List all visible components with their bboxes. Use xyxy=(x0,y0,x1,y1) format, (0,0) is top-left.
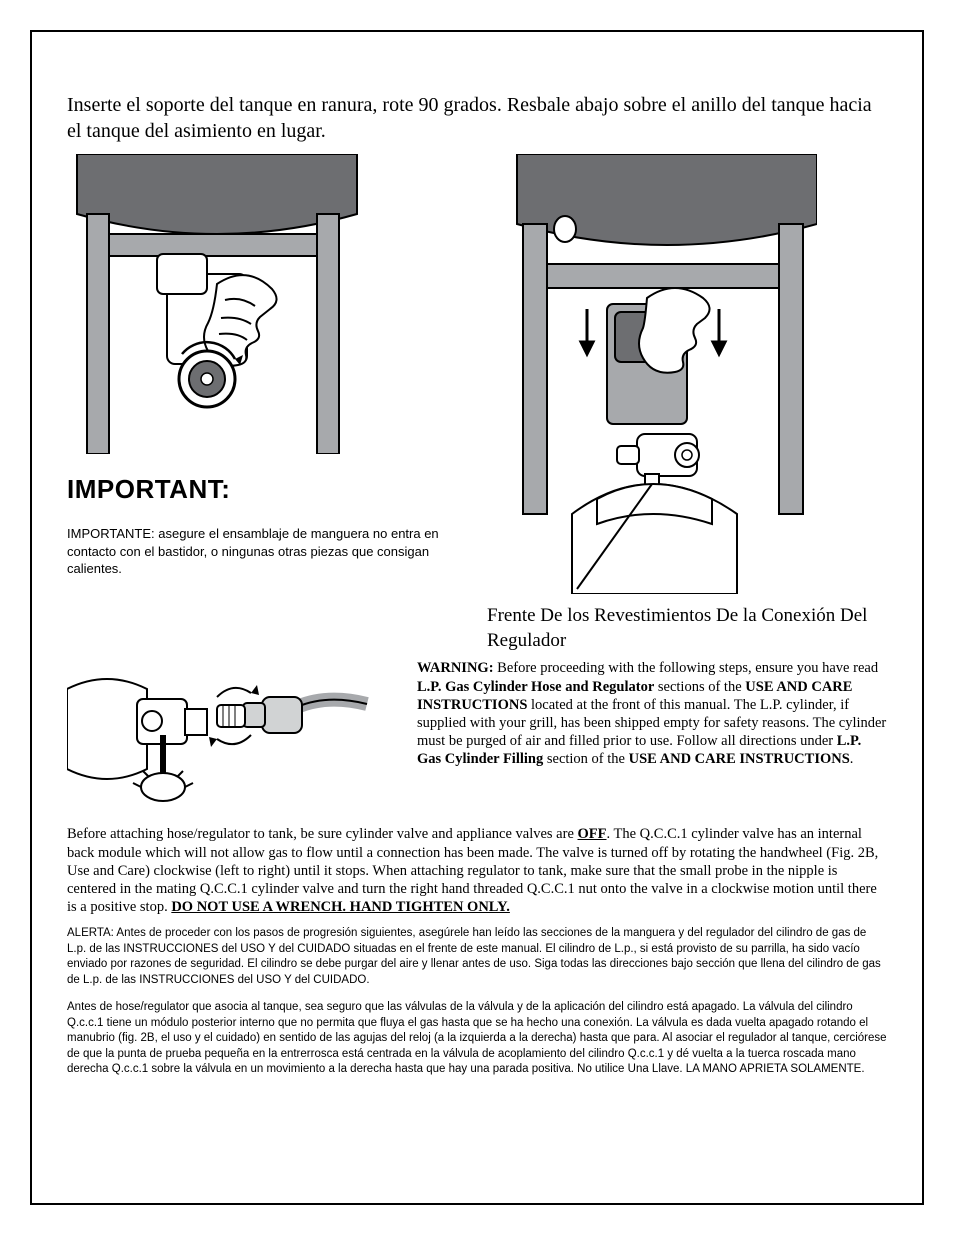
warning-paragraph: WARNING: Before proceeding with the foll… xyxy=(417,659,887,768)
body-en-off: OFF xyxy=(578,826,607,842)
regulator-caption: Frente De los Revestimientos De la Conex… xyxy=(487,604,887,653)
right-column: Frente De los Revestimientos De la Conex… xyxy=(487,154,887,653)
body-english: Before attaching hose/regulator to tank,… xyxy=(67,825,887,916)
figure-row-2: WARNING: Before proceeding with the foll… xyxy=(67,659,887,819)
important-body: IMPORTANTE: asegure el ensamblaje de man… xyxy=(67,525,447,578)
important-heading: IMPORTANT: xyxy=(67,474,477,505)
warning-t2: sections of the xyxy=(654,679,745,695)
warning-b1: L.P. Gas Cylinder Hose and Regulator xyxy=(417,679,654,695)
intro-text: Inserte el soporte del tanque en ranura,… xyxy=(67,92,887,144)
body-spanish-1: ALERTA: Antes de proceder con los pasos … xyxy=(67,926,887,988)
figure-row-1: IMPORTANT: IMPORTANTE: asegure el ensamb… xyxy=(67,154,887,653)
warning-b4: USE AND CARE INSTRUCTIONS xyxy=(629,751,850,767)
left-column: IMPORTANT: IMPORTANTE: asegure el ensamb… xyxy=(67,154,477,590)
warning-t4: section of the xyxy=(543,751,628,767)
page-frame: Inserte el soporte del tanque en ranura,… xyxy=(30,30,924,1205)
figure-tank-bracket-slide xyxy=(487,154,887,594)
body-en-t1: Before attaching hose/regulator to tank,… xyxy=(67,826,578,842)
figure-regulator-connection xyxy=(67,659,397,819)
body-en-wrench: DO NOT USE A WRENCH. HAND TIGHTEN ONLY. xyxy=(171,899,510,915)
warning-t1: Before proceeding with the following ste… xyxy=(494,660,879,676)
figure-tank-bracket-insert xyxy=(67,154,477,454)
warning-lead: WARNING: xyxy=(417,660,494,676)
body-spanish-2: Antes de hose/regulator que asocia al ta… xyxy=(67,1000,887,1078)
warning-t5: . xyxy=(850,751,854,767)
